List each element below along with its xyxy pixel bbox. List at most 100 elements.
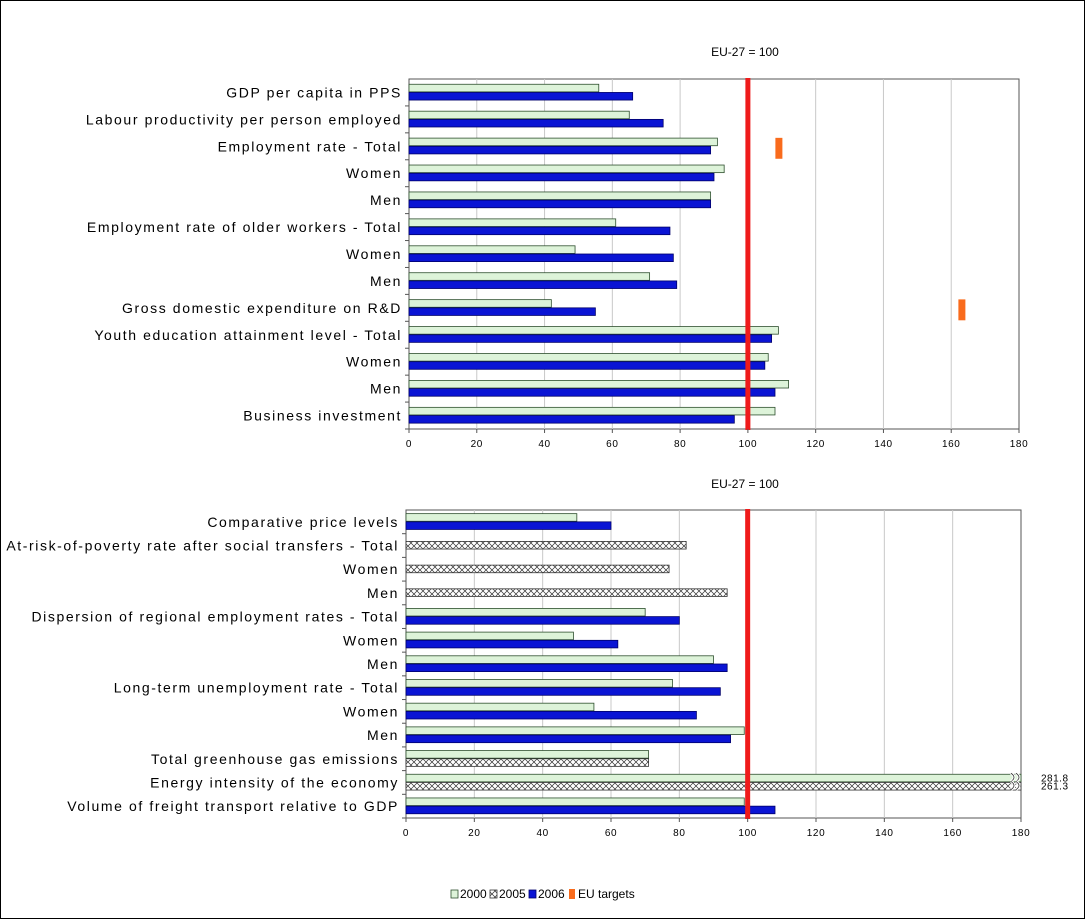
bottom-bar-2006 [405,616,680,625]
bottom-category-label: Men [367,656,399,672]
top-bar-2000 [408,406,776,416]
bottom-bar-2000 [405,608,646,617]
top-category-label: Youth education attainment level - Total [94,327,402,343]
bottom-tick-label: 160 [943,828,962,839]
bottom-bar-break-outline [1010,781,1020,790]
top-eu-target-marker [958,299,966,321]
top-chart-title: EU-27 = 100 [711,45,779,59]
legend-item-2006: 2006 [528,887,565,901]
bottom-data-label: 281.8 [1041,773,1069,784]
legend-item-eu-targets: EU targets [569,887,635,901]
bottom-tick-label: 180 [1012,828,1031,839]
top-bar-2006 [408,415,735,424]
top-bar-2006 [408,145,712,155]
bottom-bar-2006 [405,663,728,672]
bottom-tick-label: 20 [468,828,480,839]
top-bar-2000 [408,83,600,93]
top-bar-2006 [408,334,773,343]
bottom-category-label: Energy intensity of the economy [150,774,399,790]
legend-item-2000: 2000 [450,887,487,901]
bottom-category-label: Total greenhouse gas emissions [151,751,399,767]
top-category-label: Women [346,246,402,262]
bottom-bar-2005 [405,758,649,767]
bottom-category-label: Women [343,632,399,648]
legend-swatch-2006 [528,889,537,899]
top-bar-2000 [408,353,769,362]
top-bar-2000 [408,110,630,120]
top-category-label: Employment rate of older workers - Total [87,219,402,235]
bottom-category-label: Comparative price levels [207,514,399,530]
bottom-bar-2000 [405,631,574,641]
top-bar-2006 [408,253,674,262]
bottom-category-label: At-risk-of-poverty rate after social tra… [6,538,399,554]
top-tick-label: 140 [874,439,893,450]
top-category-labels: GDP per capita in PPS Labour productivity… [86,84,402,424]
top-tick-label: 20 [471,439,483,450]
bottom-tick-label: 100 [738,828,757,839]
legend: 2000 2005 2006 EU targets [450,887,635,901]
bottom-category-label: Long-term unemployment rate - Total [114,680,399,696]
bottom-bar-2000 [405,797,745,806]
bottom-bar-2006 [405,521,612,530]
top-eu-target-marker [775,137,783,159]
top-bar-2000 [408,272,651,281]
bottom-bar-2000 [405,773,1022,783]
top-category-label: Men [370,192,402,208]
bottom-category-label: Volume of freight transport relative to … [67,798,399,814]
bottom-bar-2000 [405,679,673,688]
legend-swatch-2000 [450,889,459,899]
top-category-label: Business investment [243,408,402,424]
top-bars [408,78,966,430]
top-bar-2006 [408,92,634,101]
top-bar-2000 [408,326,779,335]
legend-item-2005: 2005 [489,887,526,901]
bottom-category-labels: Comparative price levels At-risk-of-pover… [6,514,399,814]
top-bar-2006 [408,226,671,236]
legend-label-2006: 2006 [538,887,565,901]
top-bar-2000 [408,245,576,254]
top-tick-label: 0 [406,439,412,450]
bottom-bar-2000 [405,726,745,735]
top-bar-2000 [408,191,712,200]
bottom-bar-2005 [405,564,670,574]
top-tick-label: 120 [806,439,825,450]
bottom-bar-2005 [405,541,687,550]
top-category-label: Women [346,165,402,181]
bottom-bar-2006 [405,639,619,649]
top-category-label: Men [370,273,402,289]
bottom-category-label: Men [367,727,399,743]
bottom-category-label: Women [343,561,399,577]
bottom-bar-2000 [405,750,649,759]
top-bar-2006 [408,199,712,209]
bottom-tick-label: 120 [807,828,826,839]
bottom-bar-2006 [405,687,721,696]
bottom-tick-label: 140 [875,828,894,839]
legend-label-2005: 2005 [499,887,526,901]
top-bar-2000 [408,299,552,308]
top-tick-label: 40 [538,439,550,450]
bottom-chart-title: EU-27 = 100 [711,477,779,491]
bottom-bar-2005 [405,588,728,597]
bottom-bar-2000 [405,702,595,712]
bottom-category-label: Men [367,585,399,601]
bottom-bar-2000 [405,655,714,664]
top-bar-2006 [408,361,766,370]
top-bar-2006 [408,307,596,316]
bottom-category-label: Dispersion of regional employment rates … [31,609,399,625]
top-category-label: Men [370,381,402,397]
legend-label-2000: 2000 [460,887,487,901]
bottom-tick-label: 60 [605,828,617,839]
top-category-label: Gross domestic expenditure on R&D [122,300,402,316]
top-tick-label: 60 [606,439,618,450]
bottom-tick-label: 80 [673,828,685,839]
bottom-bar-2005 [405,782,1022,791]
bottom-data-label: 261.3 [1041,782,1069,793]
top-tick-label: 160 [942,439,961,450]
top-bar-2000 [408,164,725,174]
bottom-x-axis-ticks: 0 20 40 60 80 100 120 140 160 180 [402,533,1031,839]
top-category-label: Employment rate - Total [218,138,402,154]
bottom-bar-2000 [405,513,578,522]
bottom-bar-2006 [405,805,776,815]
